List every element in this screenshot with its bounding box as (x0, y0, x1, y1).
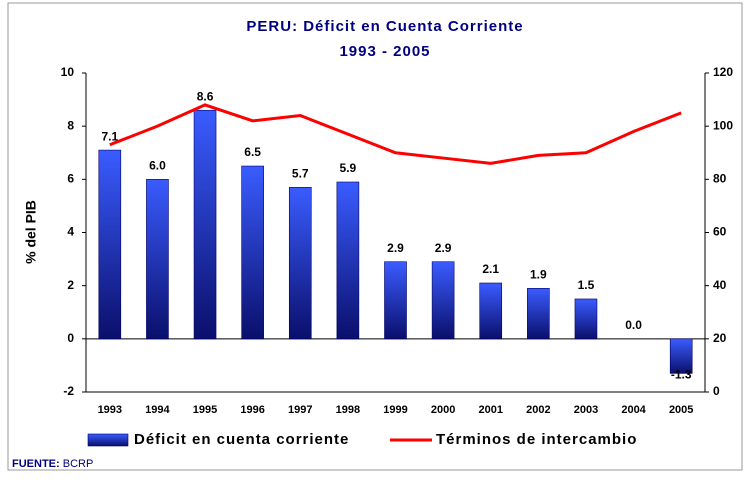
bar (384, 261, 407, 340)
bar (431, 261, 455, 340)
y2-tick-label: 20 (713, 331, 727, 345)
data-label: 2.9 (435, 241, 452, 255)
x-tick-label: 1993 (98, 404, 122, 416)
data-label: 2.1 (482, 262, 499, 276)
y-tick-label: 2 (67, 278, 74, 292)
y2-tick-label: 0 (713, 384, 720, 398)
y2-tick-label: 120 (713, 65, 733, 79)
bar (146, 179, 169, 340)
source-label: FUENTE: (12, 458, 60, 470)
y2-tick-label: 100 (713, 118, 733, 132)
line (109, 103, 682, 165)
data-label: 7.1 (101, 129, 118, 143)
chart-subtitle: 1993 - 2005 (339, 43, 430, 60)
data-label: 0.0 (625, 318, 642, 332)
legend-label: Términos de intercambio (436, 431, 637, 448)
y-tick-label: 6 (67, 172, 74, 186)
source: FUENTE: BCRP (12, 458, 93, 470)
x-tick-label: 2005 (669, 404, 693, 416)
source-text: BCRP (63, 458, 94, 470)
x-tick-label: 1996 (240, 404, 264, 416)
legend-swatch (87, 433, 129, 447)
y-tick-label: 4 (67, 225, 74, 239)
x-tick-label: 1995 (193, 404, 217, 416)
x-tick-label: 1998 (336, 404, 360, 416)
x-tick-label: 1999 (383, 404, 407, 416)
x-tick-label: 2002 (526, 404, 550, 416)
x-tick-label: 2003 (574, 404, 598, 416)
x-tick-label: 2000 (431, 404, 455, 416)
x-tick-label: 1994 (145, 404, 170, 416)
x-tick-label: 2004 (621, 404, 646, 416)
bar (98, 149, 122, 340)
y2-tick-label: 40 (713, 278, 727, 292)
data-label: 1.9 (530, 267, 547, 281)
data-label: 5.7 (292, 166, 309, 180)
data-label: 8.6 (197, 89, 214, 103)
bar (574, 298, 598, 340)
bar (669, 338, 693, 374)
bar (241, 165, 264, 340)
y-axis-label: % del PIB (23, 200, 39, 264)
y2-tick-label: 60 (713, 225, 727, 239)
x-tick-label: 1997 (288, 404, 312, 416)
data-label: 6.5 (244, 145, 261, 159)
x-tick-label: 2001 (478, 404, 502, 416)
bar (336, 181, 360, 340)
data-label: 2.9 (387, 241, 404, 255)
data-label: 5.9 (340, 161, 357, 175)
y-tick-label: -2 (63, 384, 74, 398)
data-label: 6.0 (149, 159, 166, 173)
bar (479, 282, 503, 340)
bar (527, 288, 550, 340)
bar (288, 187, 312, 340)
y2-tick-label: 80 (713, 172, 727, 186)
data-label: -1.3 (671, 368, 692, 382)
y-tick-label: 8 (67, 118, 74, 132)
y-tick-label: 10 (61, 65, 75, 79)
data-label: 1.5 (578, 278, 595, 292)
bar (193, 109, 217, 340)
legend-label: Déficit en cuenta corriente (134, 431, 349, 448)
y-tick-label: 0 (67, 331, 74, 345)
chart-title: PERU: Déficit en Cuenta Corriente (246, 18, 523, 35)
